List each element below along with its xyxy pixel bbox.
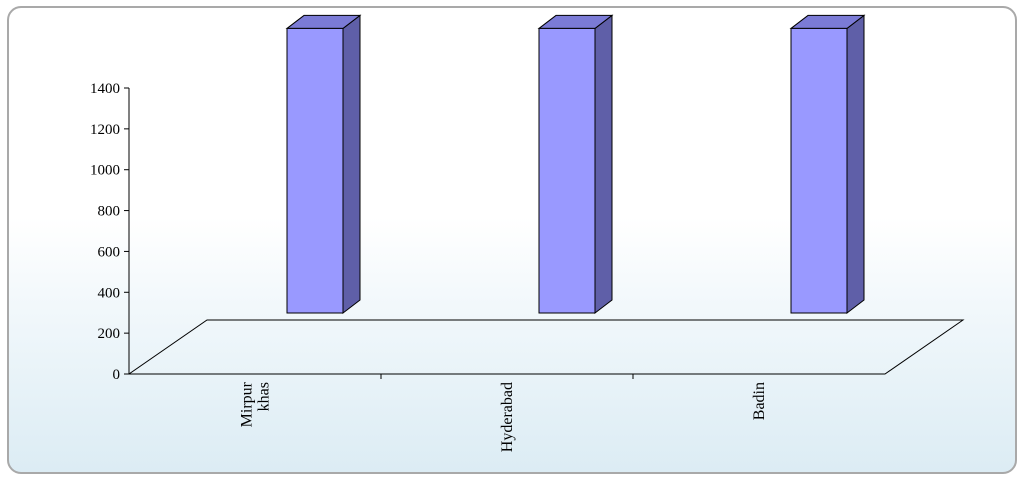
y-tick-label: 600 bbox=[98, 244, 121, 260]
y-tick-label: 800 bbox=[98, 204, 121, 220]
y-tick-label: 0 bbox=[113, 367, 121, 383]
floor-plane bbox=[127, 319, 965, 375]
x-category-label: Hyderabad bbox=[499, 382, 516, 452]
x-category-label-line: Hyderabad bbox=[499, 382, 516, 452]
y-tick-label: 1200 bbox=[90, 122, 120, 138]
x-category-label-line: khas bbox=[256, 382, 273, 411]
x-category-label: Badin bbox=[751, 382, 768, 420]
y-tick-label: 1400 bbox=[90, 81, 120, 97]
bar-side bbox=[594, 14, 613, 315]
y-tick-label: 400 bbox=[98, 285, 121, 301]
bar bbox=[790, 27, 848, 314]
bar bbox=[286, 27, 344, 314]
chart-frame: 02004006008001000120014001393Mirpurkhas1… bbox=[7, 6, 1017, 474]
x-category-label-line: Badin bbox=[751, 382, 768, 420]
bar-side bbox=[846, 14, 865, 315]
y-tick-label: 1000 bbox=[90, 163, 120, 179]
bar-side bbox=[342, 14, 361, 315]
bar-chart: 02004006008001000120014001393Mirpurkhas1… bbox=[90, 14, 965, 452]
x-category-label: Mirpur khas bbox=[239, 381, 273, 427]
y-tick-label: 200 bbox=[98, 326, 121, 342]
x-category-label-line: Mirpur bbox=[239, 381, 256, 427]
bar bbox=[538, 27, 596, 314]
